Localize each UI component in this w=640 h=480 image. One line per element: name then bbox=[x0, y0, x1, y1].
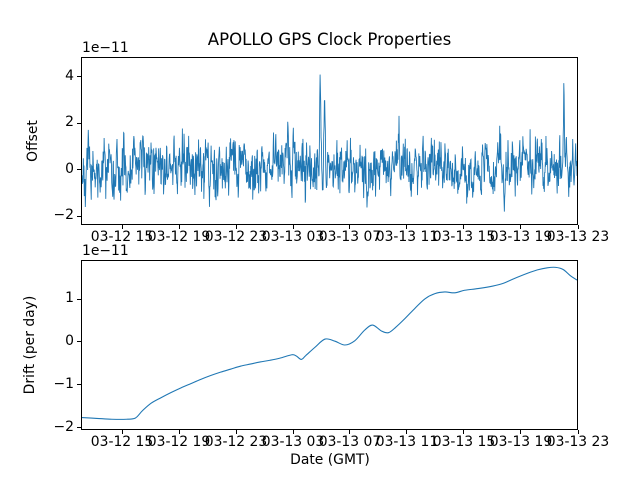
y-tick-label: −1 bbox=[53, 375, 74, 392]
x-tick-mark bbox=[178, 225, 180, 229]
x-tick-label: 03-13 19 bbox=[489, 434, 553, 450]
x-tick-mark bbox=[292, 430, 294, 434]
x-tick-label: 03-13 03 bbox=[261, 434, 325, 450]
x-tick-mark bbox=[235, 225, 237, 229]
x-tick-label: 03-13 19 bbox=[489, 229, 553, 245]
x-tick-label: 03-12 23 bbox=[204, 229, 268, 245]
x-tick-label: 03-13 07 bbox=[318, 434, 382, 450]
drift-plot-svg bbox=[82, 266, 577, 420]
x-tick-label: 03-13 23 bbox=[546, 229, 610, 245]
x-tick-mark bbox=[349, 225, 351, 229]
y-tick-mark bbox=[77, 169, 81, 171]
x-tick-mark bbox=[292, 225, 294, 229]
drift-plot-area bbox=[81, 260, 578, 430]
x-tick-mark bbox=[520, 225, 522, 229]
y-tick-label: 1 bbox=[65, 290, 74, 307]
y-axis-label-offset: Offset bbox=[25, 120, 41, 162]
y-tick-mark bbox=[77, 215, 81, 217]
offset-series-line bbox=[82, 74, 577, 212]
x-tick-mark bbox=[463, 430, 465, 434]
y-tick-mark bbox=[77, 298, 81, 300]
offset-scale-text-bottom: 1e−11 bbox=[82, 243, 129, 259]
x-tick-mark bbox=[520, 430, 522, 434]
x-tick-label: 03-13 15 bbox=[432, 434, 496, 450]
y-tick-label: 0 bbox=[65, 160, 74, 177]
x-tick-label: 03-12 19 bbox=[147, 434, 211, 450]
x-tick-mark bbox=[577, 430, 579, 434]
x-tick-mark bbox=[349, 430, 351, 434]
x-tick-label: 03-13 07 bbox=[318, 229, 382, 245]
x-tick-label: 03-12 19 bbox=[147, 229, 211, 245]
x-tick-mark bbox=[121, 430, 123, 434]
x-tick-mark bbox=[577, 225, 579, 229]
y-tick-label: −2 bbox=[53, 418, 74, 435]
x-axis-label-date: Date (GMT) bbox=[290, 452, 370, 468]
x-tick-label: 03-13 03 bbox=[261, 229, 325, 245]
x-tick-mark bbox=[463, 225, 465, 229]
figure-title: APOLLO GPS Clock Properties bbox=[207, 30, 452, 49]
y-tick-mark bbox=[77, 427, 81, 429]
x-tick-mark bbox=[406, 430, 408, 434]
y-tick-label: 4 bbox=[65, 68, 74, 85]
x-tick-label: 03-13 11 bbox=[375, 434, 439, 450]
x-tick-label: 03-12 15 bbox=[90, 229, 154, 245]
y-tick-label: 0 bbox=[65, 333, 74, 350]
x-tick-mark bbox=[121, 225, 123, 229]
y-tick-label: −2 bbox=[53, 207, 74, 224]
y-tick-mark bbox=[77, 384, 81, 386]
y-tick-mark bbox=[77, 122, 81, 124]
x-tick-mark bbox=[235, 430, 237, 434]
offset-scale-text-top: 1e−11 bbox=[82, 40, 129, 56]
drift-series-line bbox=[82, 266, 577, 420]
offset-plot-area bbox=[81, 57, 578, 225]
x-tick-mark bbox=[406, 225, 408, 229]
x-tick-label: 03-13 23 bbox=[546, 434, 610, 450]
offset-plot-svg bbox=[82, 74, 577, 212]
y-tick-label: 2 bbox=[65, 114, 74, 131]
x-tick-label: 03-13 15 bbox=[432, 229, 496, 245]
x-tick-label: 03-12 23 bbox=[204, 434, 268, 450]
y-axis-label-drift: Drift (per day) bbox=[22, 295, 38, 395]
x-tick-mark bbox=[178, 430, 180, 434]
y-tick-mark bbox=[77, 341, 81, 343]
x-tick-label: 03-12 15 bbox=[90, 434, 154, 450]
x-tick-label: 03-13 11 bbox=[375, 229, 439, 245]
y-tick-mark bbox=[77, 76, 81, 78]
